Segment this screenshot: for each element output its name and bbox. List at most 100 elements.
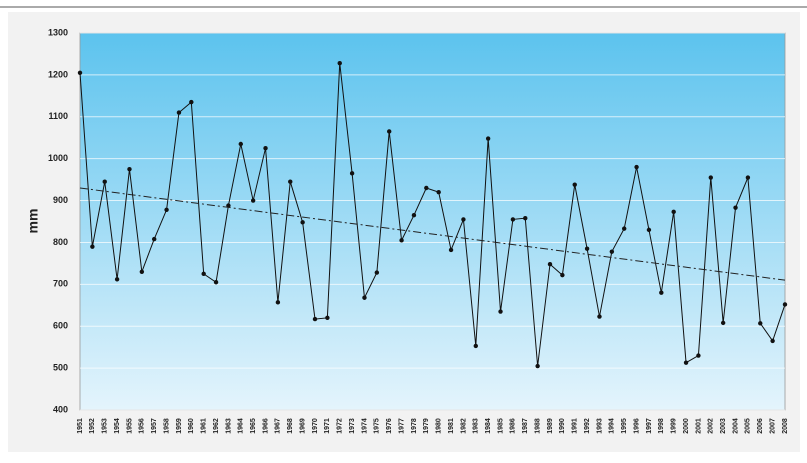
x-tick-label: 1963	[225, 418, 232, 434]
data-point	[325, 315, 330, 321]
data-point	[671, 209, 676, 215]
data-point	[362, 295, 367, 300]
x-tick-label: 1991	[572, 418, 579, 434]
x-tick-label: 1954	[114, 418, 121, 434]
data-point	[609, 249, 615, 254]
y-tick-label: 800	[53, 237, 68, 247]
data-point	[584, 246, 590, 251]
data-point	[114, 277, 120, 282]
data-point	[733, 205, 738, 210]
x-tick-label: 1979	[423, 418, 430, 434]
x-tick-label: 2002	[708, 418, 715, 434]
x-tick-label: 1965	[250, 418, 257, 434]
x-tick-label: 1957	[151, 418, 158, 434]
plot-area	[79, 32, 786, 411]
data-point	[622, 226, 627, 231]
data-point	[387, 129, 392, 134]
x-tick-label: 1995	[621, 418, 628, 434]
data-point	[275, 300, 281, 305]
x-tick-label: 1973	[349, 418, 356, 434]
x-tick-label: 1962	[213, 418, 220, 434]
data-point	[758, 321, 763, 326]
data-point	[411, 213, 417, 218]
y-tick-label: 500	[53, 362, 68, 372]
data-point	[238, 141, 243, 147]
y-tick-label: 1200	[48, 69, 68, 79]
data-point	[547, 262, 553, 267]
x-tick-label: 1998	[658, 418, 665, 434]
data-point	[102, 179, 107, 184]
data-point	[560, 272, 565, 278]
data-point	[139, 269, 145, 274]
y-tick-label: 700	[53, 279, 68, 289]
data-point	[535, 363, 540, 369]
x-tick-label: 1953	[102, 418, 109, 434]
x-tick-label: 1994	[609, 418, 616, 434]
x-tick-label: 2000	[683, 418, 690, 434]
x-tick-label: 1984	[485, 418, 492, 434]
x-tick-label: 1992	[584, 418, 591, 434]
data-point	[189, 99, 194, 105]
data-point	[263, 145, 268, 151]
x-tick-label: 2005	[745, 418, 752, 434]
x-tick-label: 1985	[497, 418, 504, 434]
x-tick-label: 1987	[522, 418, 529, 434]
data-point	[745, 175, 751, 180]
data-point	[77, 70, 83, 75]
data-point	[250, 198, 256, 203]
data-point	[634, 164, 639, 170]
x-tick-label: 1958	[163, 418, 170, 434]
data-point	[720, 320, 726, 326]
data-point	[152, 236, 157, 242]
data-point	[226, 203, 231, 208]
x-tick-label: 1989	[547, 418, 554, 434]
data-point	[572, 182, 577, 187]
x-tick-label: 1971	[324, 418, 331, 434]
data-line	[79, 63, 786, 367]
x-tick-label: 1986	[510, 418, 517, 434]
x-tick-label: 1988	[534, 418, 541, 434]
data-point	[300, 220, 305, 225]
trend-line	[79, 187, 786, 281]
x-tick-label: 1983	[473, 418, 480, 434]
data-point	[399, 238, 404, 243]
data-point	[288, 179, 293, 184]
x-tick-label: 1978	[411, 418, 418, 434]
x-tick-label: 1967	[275, 418, 282, 434]
data-point	[374, 270, 380, 275]
x-tick-label: 1980	[436, 418, 443, 434]
x-tick-label: 2001	[695, 418, 702, 434]
data-point	[473, 343, 478, 349]
x-tick-label: 1996	[633, 418, 640, 434]
x-tick-label: 1975	[374, 418, 381, 434]
x-tick-label: 1990	[559, 418, 566, 434]
data-point	[646, 227, 652, 233]
x-tick-label: 1966	[262, 418, 269, 434]
x-tick-label: 1961	[201, 418, 208, 434]
y-tick-label: 900	[53, 195, 68, 205]
data-point	[461, 217, 466, 222]
data-point	[659, 290, 664, 295]
data-point	[696, 353, 701, 358]
x-tick-label: 1952	[89, 418, 96, 434]
y-tick-label: 1300	[48, 27, 68, 37]
data-point	[213, 280, 219, 285]
data-point	[436, 189, 441, 195]
data-point	[597, 314, 602, 319]
data-point	[201, 271, 206, 277]
data-point	[176, 110, 182, 115]
x-tick-label: 1976	[386, 418, 393, 434]
data-point	[498, 309, 503, 314]
data-point	[90, 244, 95, 249]
y-tick-label: 1000	[48, 153, 68, 163]
x-tick-label: 1969	[299, 418, 306, 434]
x-tick-label: 2006	[757, 418, 764, 434]
x-tick-label: 1956	[139, 418, 146, 434]
data-point	[485, 136, 491, 141]
y-tick-label: 1100	[48, 111, 68, 121]
data-point	[337, 60, 342, 66]
data-point	[523, 215, 528, 221]
data-point	[424, 185, 429, 191]
